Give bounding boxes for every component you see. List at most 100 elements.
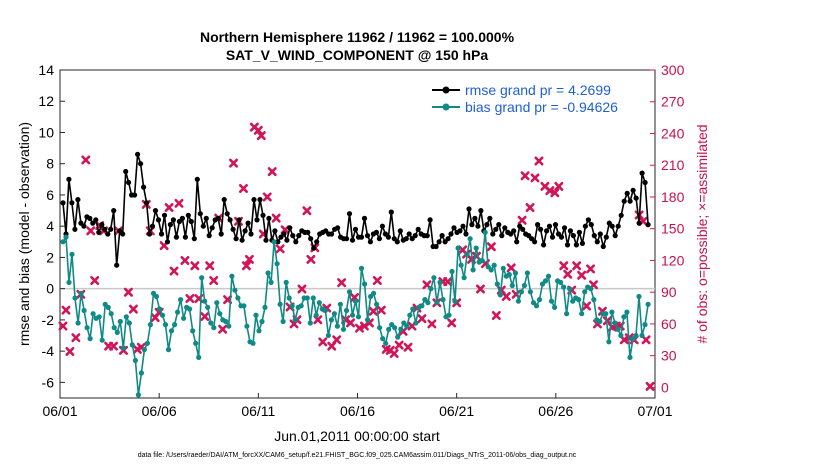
bias-point xyxy=(292,317,298,323)
bias-point xyxy=(244,323,250,329)
rmse-point xyxy=(206,233,212,239)
obs-cross-center xyxy=(520,218,525,223)
bias-point xyxy=(527,289,534,295)
obs-assimilated-marker xyxy=(164,203,174,213)
rmse-point xyxy=(427,217,433,223)
bias-point xyxy=(612,320,618,326)
rmse-point xyxy=(376,236,382,242)
obs-assimilated-marker xyxy=(209,276,219,286)
obs-cross-center xyxy=(509,265,514,270)
rmse-point xyxy=(329,231,335,237)
bias-point xyxy=(437,279,443,285)
bias-point xyxy=(545,273,552,279)
bias-point xyxy=(428,286,434,292)
bias-point xyxy=(280,318,286,325)
rmse-point xyxy=(397,228,403,234)
bias-point xyxy=(337,301,343,307)
rmse-point xyxy=(448,231,454,237)
bias-point xyxy=(362,281,368,287)
obs-cross-center xyxy=(247,257,252,262)
bias-point xyxy=(69,251,75,257)
obs-assimilated-marker xyxy=(577,270,587,280)
rmse-point xyxy=(200,223,206,229)
bias-point xyxy=(355,314,362,320)
y-left-tick-label: 6 xyxy=(46,187,54,203)
obs-cross-center xyxy=(429,322,434,326)
bias-point xyxy=(488,267,494,273)
obs-cross-center xyxy=(533,176,537,180)
rmse-point xyxy=(645,222,651,228)
bias-point xyxy=(262,304,268,310)
legend: rmse grand pr = 4.2699 bias grand pr = -… xyxy=(430,80,647,116)
bias-point xyxy=(509,282,515,289)
obs-cross-center xyxy=(588,267,593,271)
obs-cross-center xyxy=(420,316,424,321)
obs-cross-center xyxy=(265,195,270,199)
rmse-point xyxy=(203,215,209,221)
rmse-point xyxy=(457,228,463,234)
rmse-point xyxy=(439,233,445,239)
obs-cross-center xyxy=(305,208,309,213)
rmse-point xyxy=(600,243,606,250)
bias-point xyxy=(159,312,166,318)
bias-point xyxy=(552,304,558,310)
rmse-point xyxy=(585,217,592,223)
bias-point xyxy=(636,293,642,300)
obs-assimilated-marker xyxy=(582,301,592,311)
rmse-point xyxy=(197,211,203,217)
obs-cross-center xyxy=(270,169,275,174)
rmse-point xyxy=(158,231,165,237)
bias-point xyxy=(147,322,153,328)
rmse-point xyxy=(460,223,466,229)
bias-point xyxy=(271,239,277,245)
y-right-tick-label: 210 xyxy=(661,157,685,173)
obs-assimilated-marker xyxy=(318,337,328,347)
obs-cross-center xyxy=(406,345,410,350)
y-left-tick-label: 4 xyxy=(46,218,54,234)
rmse-point xyxy=(102,226,108,232)
bias-point xyxy=(645,301,651,307)
rmse-point xyxy=(287,225,293,231)
bias-point xyxy=(274,261,280,267)
obs-cross-center xyxy=(392,351,397,356)
rmse-point xyxy=(582,223,589,229)
bias-point xyxy=(162,322,169,328)
obs-cross-center xyxy=(261,232,266,236)
obs-assimilated-marker xyxy=(641,335,651,345)
bias-point xyxy=(521,282,528,289)
obs-cross-center xyxy=(644,337,648,342)
rmse-point xyxy=(603,234,609,240)
bias-point xyxy=(66,279,72,285)
bias-point xyxy=(253,312,259,318)
bias-point xyxy=(111,325,117,331)
rmse-point xyxy=(167,222,173,228)
rmse-point xyxy=(615,223,621,229)
rmse-point xyxy=(388,209,394,215)
legend-bias-label: bias grand pr = -0.94626 xyxy=(465,99,618,115)
rmse-point xyxy=(544,228,550,234)
rmse-point xyxy=(424,233,430,239)
obs-cross-center xyxy=(504,294,509,299)
bias-point xyxy=(126,320,132,326)
y-right-tick-label: 300 xyxy=(661,62,685,78)
bias-point xyxy=(217,311,223,317)
obs-assimilated-marker xyxy=(297,284,307,294)
x-tick-label: 06/21 xyxy=(439,403,474,419)
obs-cross-center xyxy=(231,161,236,166)
bias-point xyxy=(346,289,353,295)
chart-title-line1: Northern Hemisphere 11962 / 11962 = 100.… xyxy=(200,29,515,45)
obs-cross-center xyxy=(339,280,344,285)
obs-cross-center xyxy=(565,272,570,277)
bias-point xyxy=(331,311,337,317)
bias-point xyxy=(506,272,512,278)
rmse-point xyxy=(146,231,153,237)
rmse-point xyxy=(87,215,93,221)
bias-point xyxy=(371,290,377,296)
rmse-point xyxy=(221,197,227,203)
obs-assimilated-marker xyxy=(109,341,119,351)
bias-point xyxy=(84,325,90,331)
bias-point xyxy=(407,312,413,318)
rmse-point xyxy=(609,223,615,229)
obs-assimilated-marker xyxy=(486,242,496,252)
rmse-point xyxy=(105,231,111,237)
